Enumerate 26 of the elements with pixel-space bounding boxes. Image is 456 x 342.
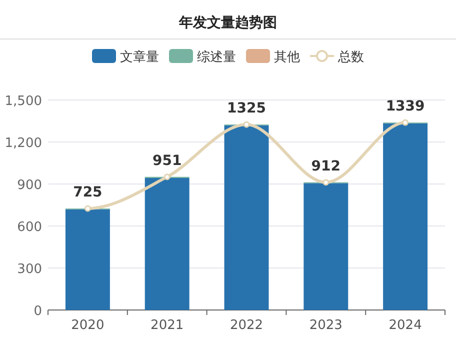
y-tick-label: 0 xyxy=(34,304,42,319)
legend-label: 综述量 xyxy=(197,50,236,65)
point xyxy=(402,119,409,126)
x-tick-label: 2020 xyxy=(71,318,104,333)
legend-label: 文章量 xyxy=(120,50,159,65)
data-label: 725 xyxy=(73,184,102,200)
x-tick-label: 2022 xyxy=(230,318,264,333)
point xyxy=(164,174,170,180)
data-label: 951 xyxy=(152,152,182,169)
chart-title: 年发文量趋势图 xyxy=(178,14,277,31)
point xyxy=(243,121,250,128)
data-label: 1339 xyxy=(386,98,425,115)
data-label: 1325 xyxy=(227,100,266,116)
legend-label: 总数 xyxy=(337,50,364,65)
point xyxy=(322,179,330,186)
x-tick-label: 2023 xyxy=(309,318,342,333)
y-tick-label: 1,500 xyxy=(4,94,42,109)
legend-label: 其他 xyxy=(274,50,300,65)
x-tick-label: 2024 xyxy=(388,318,422,333)
y-tick-label: 900 xyxy=(17,178,42,193)
x-tick-label: 2021 xyxy=(150,318,184,333)
data-label: 912 xyxy=(311,158,341,174)
y-tick-label: 300 xyxy=(17,262,42,277)
y-tick-label: 600 xyxy=(17,220,42,235)
y-tick-label: 1,200 xyxy=(4,136,42,151)
point xyxy=(84,205,91,212)
